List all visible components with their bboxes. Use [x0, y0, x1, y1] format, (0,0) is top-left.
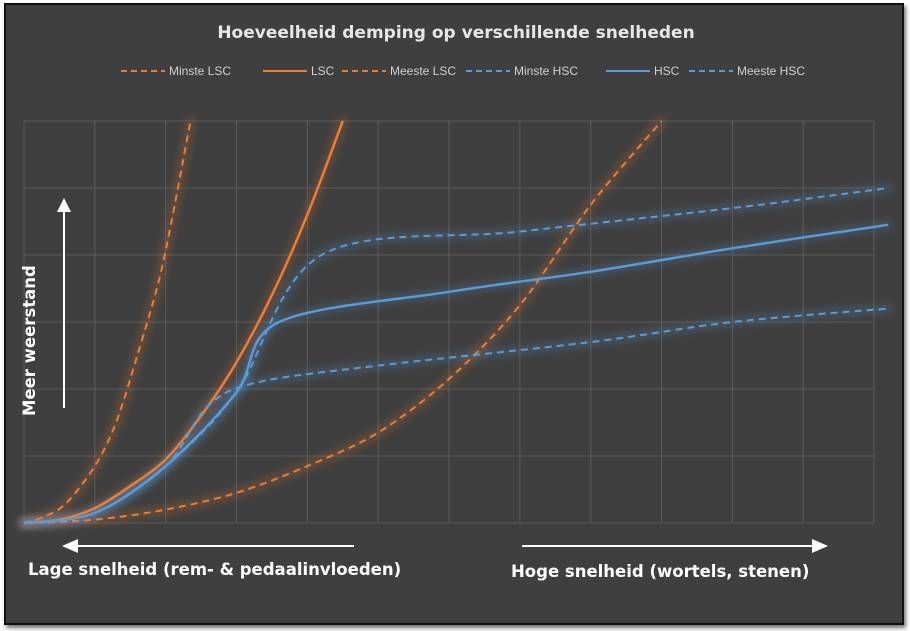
- grid: [23, 120, 875, 524]
- series-line-minste-lsc: [23, 120, 663, 524]
- legend-label-hsc: HSC: [654, 64, 680, 78]
- series-glow-minste-hsc: [19, 304, 893, 528]
- legend-label-minste-lsc: Minste LSC: [169, 64, 231, 78]
- y-axis-label: Meer weerstand: [20, 265, 39, 416]
- y-arrow: [57, 198, 71, 408]
- series-line-hsc: [23, 223, 889, 525]
- series-line-minste-hsc: [23, 307, 889, 524]
- chart-frame: Hoeveelheid demping op verschillende sne…: [4, 3, 904, 625]
- chart-title: Hoeveelheid demping op verschillende sne…: [217, 23, 694, 43]
- x-label-low-speed: Lage snelheid (rem- & pedaalinvloeden): [28, 560, 401, 579]
- series-lines: [23, 120, 889, 525]
- series-line-lsc: [23, 120, 344, 525]
- legend-label-meeste-lsc: Meeste LSC: [390, 64, 456, 78]
- series-line-meeste-lsc: [23, 120, 192, 524]
- legend-label-minste-hsc: Minste HSC: [514, 64, 578, 78]
- x-arrow-right: [522, 539, 828, 553]
- x-arrow-left: [62, 539, 354, 553]
- legend-label-lsc: LSC: [311, 64, 335, 78]
- legend-label-meeste-hsc: Meeste HSC: [737, 64, 805, 78]
- legend: Minste LSC LSC Meeste LSC Minste HSC HSC Mees…: [121, 64, 805, 78]
- series-line-meeste-hsc: [23, 187, 889, 524]
- x-label-high-speed: Hoge snelheid (wortels, stenen): [511, 562, 809, 581]
- chart-svg: Hoeveelheid demping op verschillende sne…: [19, 23, 893, 581]
